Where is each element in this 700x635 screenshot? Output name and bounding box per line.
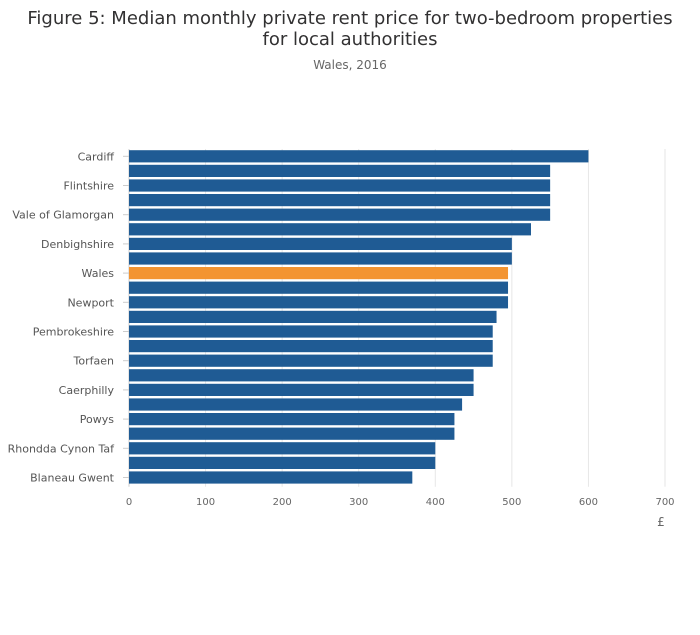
category-label: Caerphilly <box>59 384 115 397</box>
chart-subtitle: Wales, 2016 <box>313 58 387 72</box>
category-label: Powys <box>80 413 114 426</box>
bar[interactable] <box>129 296 509 309</box>
bar[interactable] <box>129 369 474 382</box>
bar[interactable] <box>129 252 512 265</box>
category-label: Wales <box>82 267 115 280</box>
category-label: Rhondda Cynon Taf <box>8 442 116 455</box>
bar[interactable] <box>129 194 551 207</box>
bar[interactable] <box>129 267 509 280</box>
category-label: Flintshire <box>63 180 114 193</box>
bar[interactable] <box>129 456 436 469</box>
bar[interactable] <box>129 398 463 411</box>
category-label: Denbighshire <box>41 238 114 251</box>
bar[interactable] <box>129 442 436 455</box>
x-tick-label: 0 <box>126 497 132 508</box>
x-tick-label: 200 <box>273 497 292 508</box>
x-tick-label: 700 <box>655 497 674 508</box>
bar[interactable] <box>129 340 493 353</box>
category-label: Newport <box>67 296 114 309</box>
bar[interactable] <box>129 471 413 484</box>
bar[interactable] <box>129 325 493 338</box>
category-label: Blaneau Gwent <box>30 472 115 485</box>
category-label: Torfaen <box>73 355 114 368</box>
x-tick-label: 400 <box>426 497 445 508</box>
bar[interactable] <box>129 208 551 221</box>
x-tick-label: 100 <box>196 497 215 508</box>
bar[interactable] <box>129 223 531 236</box>
bar[interactable] <box>129 427 455 440</box>
bar[interactable] <box>129 237 512 250</box>
bar[interactable] <box>129 281 509 294</box>
x-axis-label: £ <box>657 515 665 529</box>
chart-title: Figure 5: Median monthly private rent pr… <box>27 8 673 50</box>
category-label: Vale of Glamorgan <box>12 209 114 222</box>
bar[interactable] <box>129 179 551 192</box>
x-tick-label: 300 <box>349 497 368 508</box>
bar[interactable] <box>129 383 474 396</box>
category-label: Cardiff <box>78 150 115 163</box>
x-tick-label: 600 <box>579 497 598 508</box>
bar[interactable] <box>129 150 589 163</box>
bar[interactable] <box>129 413 455 426</box>
category-label: Pembrokeshire <box>33 326 115 339</box>
bar[interactable] <box>129 310 497 323</box>
x-tick-label: 500 <box>502 497 521 508</box>
bar[interactable] <box>129 354 493 367</box>
bar[interactable] <box>129 164 551 177</box>
